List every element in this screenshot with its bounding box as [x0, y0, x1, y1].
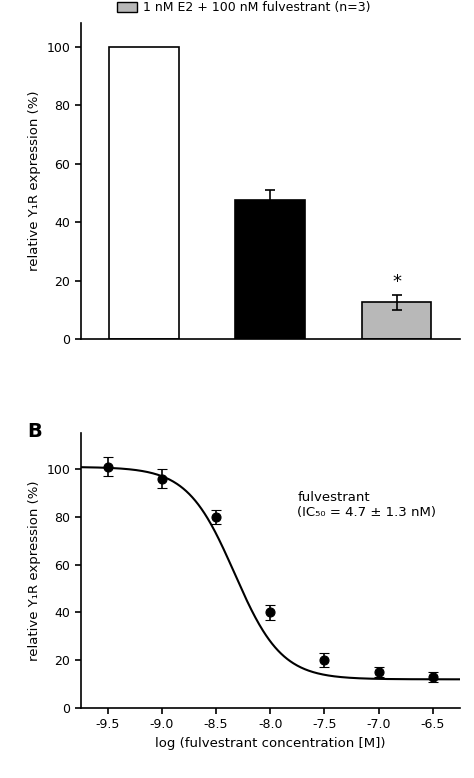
- Legend: 1 nM E2, vehicle (n=4), 1 nM E2 + 100 nM fulvestrant (n=3): 1 nM E2, vehicle (n=4), 1 nM E2 + 100 nM…: [117, 0, 371, 14]
- Bar: [109, 47, 179, 339]
- Text: B: B: [27, 422, 42, 441]
- Y-axis label: relative Y₁R expression (%): relative Y₁R expression (%): [28, 481, 41, 661]
- Y-axis label: relative Y₁R expression (%): relative Y₁R expression (%): [28, 91, 41, 272]
- X-axis label: log (fulvestrant concentration [M]): log (fulvestrant concentration [M]): [155, 737, 385, 750]
- Text: fulvestrant
(IC₅₀ = 4.7 ± 1.3 nM): fulvestrant (IC₅₀ = 4.7 ± 1.3 nM): [297, 491, 436, 519]
- Bar: [236, 200, 305, 339]
- Bar: [362, 303, 431, 339]
- Text: *: *: [392, 273, 401, 291]
